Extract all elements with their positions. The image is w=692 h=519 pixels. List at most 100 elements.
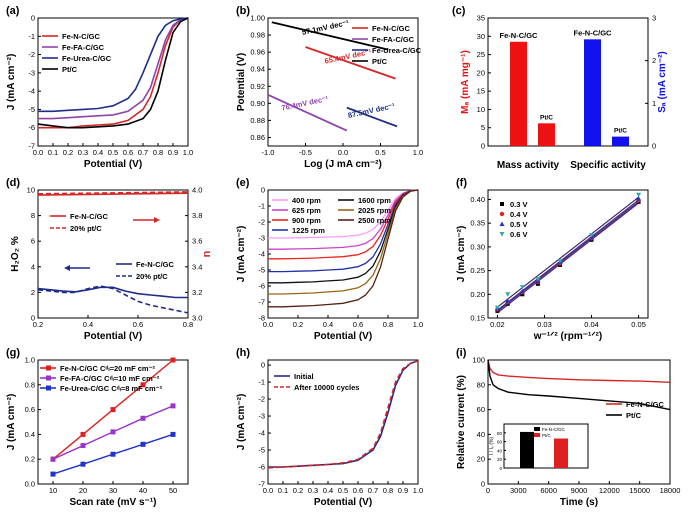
- x-tick-label: 0.3: [78, 148, 88, 157]
- x-tick-label: 0.6: [353, 320, 363, 329]
- y-tick-label: 0.96: [250, 48, 265, 57]
- y-tick-label: 0.92: [250, 82, 265, 91]
- data-point: [80, 431, 86, 437]
- y-right-tick-label: 3: [652, 14, 656, 23]
- panel-label: (f): [456, 177, 467, 189]
- x-tick-label: 1.0: [413, 486, 423, 495]
- y-axis-label: Potential (V): [236, 53, 247, 111]
- legend-fe-urea-c-gc: Fe-Urea-C/GC Cᵈₗ=8 mF cm⁻²: [60, 384, 163, 393]
- y-tick-label: 0: [481, 480, 485, 489]
- inset-bar-pt-c: [554, 438, 568, 468]
- x-tick-label: 0.5: [108, 148, 118, 157]
- series-line-20-pt-c-n: [37, 191, 189, 195]
- y-right-tick-label: 1: [652, 99, 656, 108]
- x-tick-label: 1.0: [413, 320, 423, 329]
- x-tick-label: 0.8: [383, 486, 393, 495]
- y-right-tick-label: 3.4: [192, 262, 202, 271]
- y-tick-label: 6: [31, 237, 35, 246]
- y-tick-label: -6: [258, 282, 265, 291]
- y-tick-label: 0.6: [25, 405, 35, 414]
- data-point: [535, 277, 541, 282]
- data-point: [636, 192, 642, 198]
- data-point: [505, 298, 511, 303]
- y-tick-label: 0: [261, 186, 265, 195]
- panel-label: (i): [456, 347, 467, 359]
- x-axis-label: Potential (V): [314, 497, 372, 508]
- y-axis-label: J (mA cm⁻²): [6, 54, 17, 111]
- y-tick-label: -8: [258, 314, 265, 323]
- y-tick-label: 0.40: [470, 195, 485, 204]
- x-tick-label: 0.4: [93, 148, 103, 157]
- inset-tick-label: 0: [499, 466, 502, 471]
- y-tick-label: 4: [31, 262, 35, 271]
- bar-label: Pt/C: [540, 114, 553, 121]
- y-tick-label: 8: [31, 211, 35, 220]
- legend-fe-urea-c-gc-marker: [46, 385, 51, 391]
- series-line-20-pt-c-h2o2: [37, 285, 189, 314]
- x-tick-label: 10: [49, 486, 57, 495]
- x-tick-label: 30: [109, 486, 117, 495]
- data-point: [519, 285, 525, 290]
- inset-legend-label: Pt/C: [542, 433, 552, 438]
- x-tick-label: 15000: [629, 486, 650, 495]
- y-tick-label: 0.25: [470, 266, 485, 275]
- y-tick-label: -7: [258, 298, 265, 307]
- bar-specific-activity-fe-n-c-gc: [584, 39, 601, 147]
- x-tick-label: 40: [139, 486, 147, 495]
- legend-0.6-V: 0.6 V: [510, 230, 528, 239]
- y-tick-label: -7: [28, 142, 35, 151]
- y-tick-label: 0.20: [470, 290, 485, 299]
- x-tick-label: 3000: [510, 486, 527, 495]
- y-tick-label: 0.98: [250, 31, 265, 40]
- y-tick-label: -4: [258, 429, 265, 438]
- legend-marker: [499, 211, 505, 217]
- legend-fe-fa-c-gc: Fe-FA-C/GC: [372, 35, 415, 44]
- x-axis-label: Potential (V): [314, 331, 372, 342]
- y-tick-label: 0.88: [250, 116, 265, 125]
- y-tick-label: 10: [27, 186, 35, 195]
- x-tick-label: 0.1: [48, 148, 58, 157]
- y-right-tick-label: 3.0: [192, 314, 202, 323]
- series-line-fe-fa-c-gc: [38, 17, 189, 120]
- data-point: [170, 357, 176, 363]
- y-tick-label: 15: [477, 87, 485, 96]
- y-axis-label: Relative current (%): [456, 375, 467, 469]
- inset-legend-swatch: [534, 433, 540, 437]
- x-tick-label: 1.0: [413, 148, 423, 157]
- legend-fe-fa-c-gc: Fe-FA-C/GC Cᵈₗ=10 mF cm⁻²: [60, 374, 160, 383]
- x-tick-label: 6000: [540, 486, 557, 495]
- x-tick-label: 0.0: [263, 320, 273, 329]
- y-tick-label: 20: [477, 455, 485, 464]
- bar-label: Fe-N-C/GC: [574, 28, 612, 37]
- y-tick-label: 0.8: [25, 380, 35, 389]
- rpm-curve-400-rpm: [268, 189, 419, 239]
- y-tick-label: 0.35: [470, 219, 485, 228]
- x-tick-label: 0.03: [537, 320, 552, 329]
- legend-1225-rpm: 1225 rpm: [292, 226, 325, 235]
- panel-label: (b): [236, 5, 250, 17]
- panel-label: (h): [236, 347, 250, 359]
- x-tick-label: 0.6: [133, 320, 143, 329]
- panel-c: (c) 0 5 10 15 20 25 30 35 0 1 2 3 Mₐ (mA mg⁻¹) Sₐ (mA …: [452, 5, 668, 171]
- y-tick-label: 30: [477, 32, 485, 41]
- x-tick-label: 0.2: [293, 320, 303, 329]
- x-tick-label: 0.9: [398, 486, 408, 495]
- panel-d: (d) 0.2 0.4 0.6 0.8 0 2 4 6 8 10 3.0 3.2 3.4 3.6 3.8 4.0…: [6, 177, 213, 342]
- group-label: Specific activity: [570, 160, 646, 171]
- data-point: [170, 431, 176, 437]
- legend-fe-urea-c-gc: Fe-Urea-C/GC: [372, 46, 422, 55]
- data-point: [636, 196, 642, 201]
- panel-h: (h) 0.0 0.1 0.2 0.3 0.4 0.5 0.6 0.7 0.8 0.9 1.0 -7 -6…: [236, 347, 423, 508]
- x-tick-label: 0.8: [153, 148, 163, 157]
- y-tick-label: -4: [28, 87, 35, 96]
- y-tick-label: 0.4: [25, 430, 35, 439]
- bar-label: Fe-N-C/GC: [500, 31, 538, 40]
- legend-pt-c: Pt/C: [626, 411, 642, 420]
- legend-fe-fa-c-gc: Fe-FA-C/GC: [62, 43, 105, 52]
- rpm-curve-900-rpm: [268, 189, 419, 260]
- stability-curve-after-10000-cycles: [267, 360, 419, 469]
- panel-e: (e) 0.0 0.2 0.4 0.6 0.8 1.0 -8 -7 -6 -5 -4 -3 -2 -1 0 Po…: [236, 177, 423, 342]
- y-tick-label: 1.0: [25, 356, 35, 365]
- x-tick-label: 0.2: [33, 320, 43, 329]
- tafel-slope-label: 76.4mV dec⁻¹: [281, 94, 330, 113]
